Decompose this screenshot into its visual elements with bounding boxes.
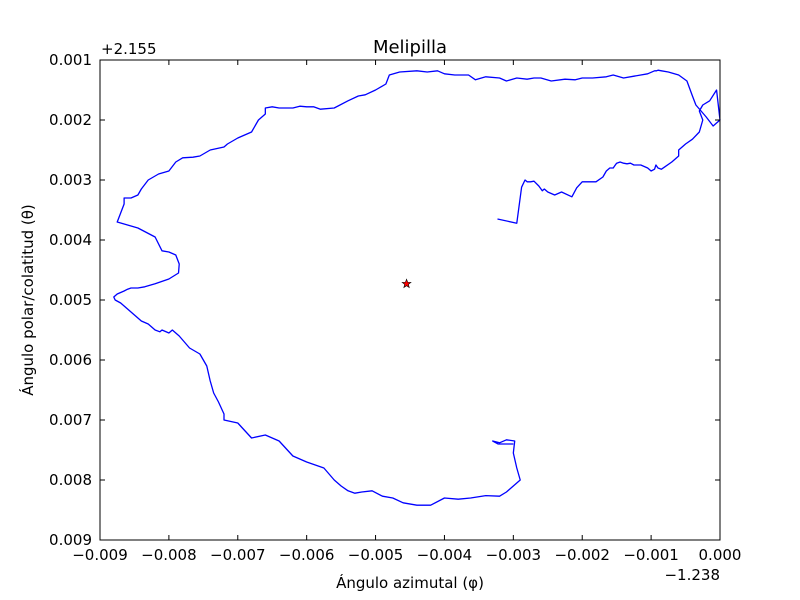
center-star-marker: [401, 278, 412, 289]
boundary-line-series-0: [113, 69, 721, 506]
y-tick-label: 0.003: [49, 171, 92, 189]
x-tick-label: −0.004: [417, 546, 473, 564]
x-tick-label: −0.009: [72, 546, 128, 564]
plot-area: [113, 69, 721, 506]
x-axis-title: Ángulo azimutal (φ): [336, 573, 484, 592]
y-tick-label: 0.005: [49, 291, 92, 309]
axis-ticks: −0.009 −0.008 −0.007 −0.006 −0.005 −0.004 −0.0…: [49, 51, 741, 564]
x-tick-label: −0.006: [279, 546, 335, 564]
y-tick-label: 0.006: [49, 351, 92, 369]
x-tick-label: −0.001: [623, 546, 679, 564]
y-tick-label: 0.001: [49, 51, 92, 69]
y-offset-label: +2.155: [101, 40, 157, 58]
x-tick-label: −0.005: [348, 546, 404, 564]
y-tick-label: 0.008: [49, 471, 92, 489]
x-tick-label: −0.008: [141, 546, 197, 564]
x-tick-label: 0.000: [699, 546, 742, 564]
x-tick-label: −0.002: [554, 546, 610, 564]
y-tick-label: 0.007: [49, 411, 92, 429]
x-tick-label: −0.003: [486, 546, 542, 564]
y-tick-label: 0.009: [49, 531, 92, 549]
y-tick-label: 0.004: [49, 231, 92, 249]
y-tick-label: 0.002: [49, 111, 92, 129]
chart-title: Melipilla: [373, 37, 447, 58]
x-tick-label: −0.007: [210, 546, 266, 564]
x-offset-label: −1.238: [664, 566, 720, 584]
y-axis-title: Ángulo polar/colatitud (θ): [18, 204, 37, 396]
